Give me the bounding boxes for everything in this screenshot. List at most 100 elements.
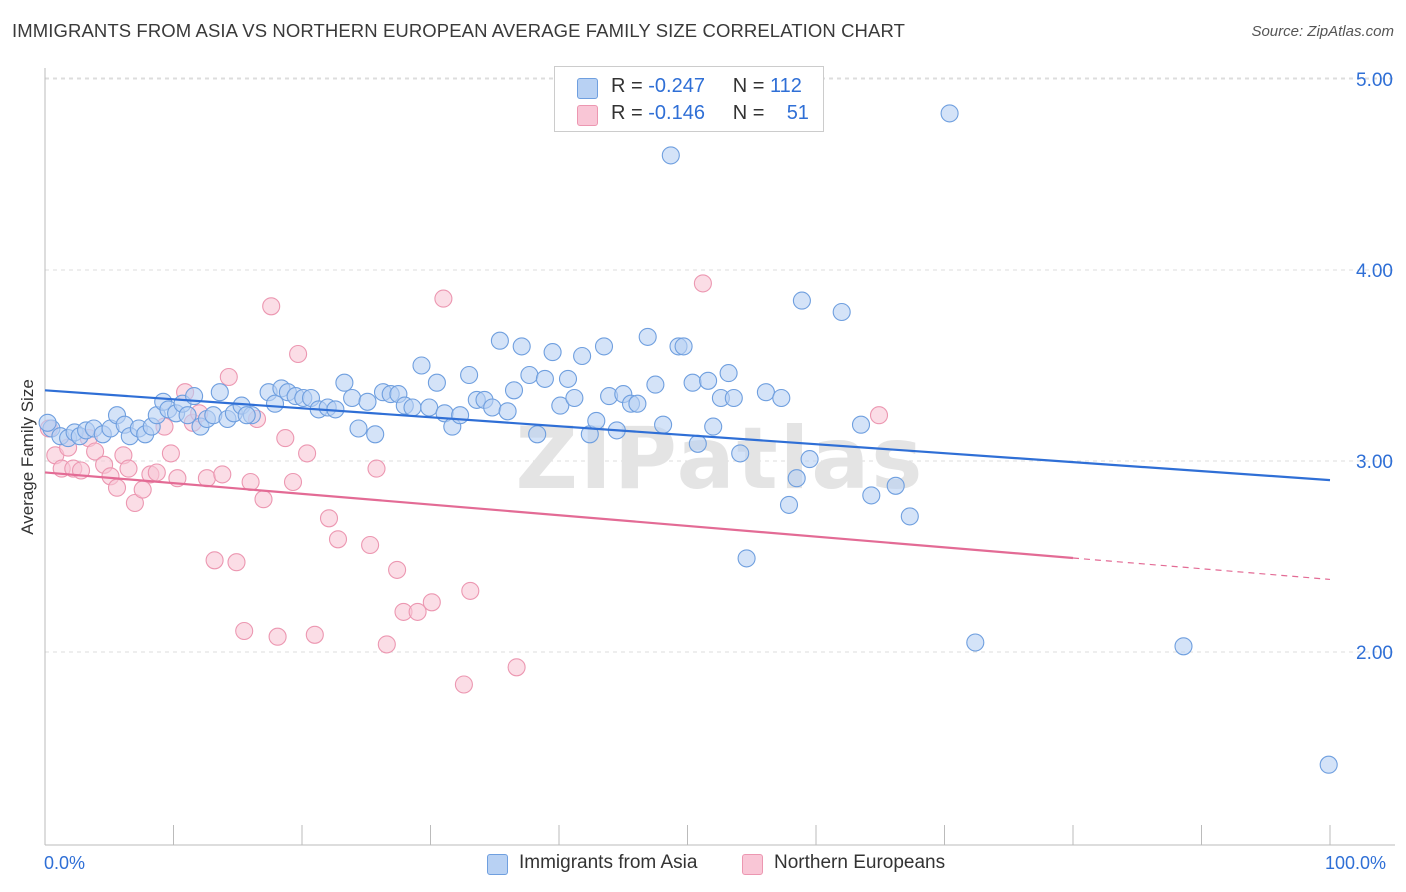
asia-point-104 [862, 486, 881, 505]
y-tick-label-2: 4.00 [1356, 261, 1393, 282]
asia-point-105 [886, 476, 905, 495]
source-label: Source: ZipAtlas.com [1251, 23, 1394, 40]
asia-point-57 [460, 365, 479, 385]
euro-point-29 [241, 472, 260, 492]
euro-point-27 [227, 553, 246, 572]
bottom-euro-swatch [742, 854, 763, 875]
euro-point-41 [361, 535, 380, 555]
asia-point-25 [210, 383, 229, 402]
correlation-legend: R = -0.247 N = 112 R = -0.146 N = 51 [554, 66, 824, 132]
asia-point-81 [638, 327, 657, 346]
asia-point-107 [940, 104, 959, 123]
asia-point-75 [594, 337, 614, 356]
asia-point-82 [646, 375, 665, 394]
asia-point-103 [851, 415, 871, 434]
euro-r-label: R = [611, 102, 643, 124]
asia-point-99 [787, 469, 806, 488]
asia-point-20 [178, 406, 197, 425]
asia-point-60 [483, 398, 502, 417]
euro-point-31 [254, 490, 273, 509]
euro-point-33 [268, 627, 287, 646]
asia-point-62 [498, 402, 517, 421]
euro-point-43 [377, 635, 396, 654]
euro-point-13 [125, 493, 144, 513]
bottom-asia-label: Immigrants from Asia [519, 852, 698, 873]
euro-point-52 [693, 274, 712, 293]
asia-trend-line [44, 389, 1331, 482]
asia-point-97 [772, 388, 791, 408]
y-tick-label-1: 3.00 [1356, 452, 1393, 473]
asia-n-label: N = [732, 75, 765, 97]
asia-point-86 [674, 337, 693, 356]
asia-point-102 [832, 302, 851, 322]
euro-trend-line-extension [1072, 557, 1331, 581]
asia-swatch [577, 78, 598, 99]
asia-point-88 [688, 434, 707, 453]
x-tick-label-max: 100.0% [1325, 853, 1387, 873]
legend-euro-text: R = -0.146 N = 51 [611, 102, 809, 125]
asia-point-41 [335, 373, 354, 392]
y-tick-labels: 2.00 3.00 4.00 5.00 [1356, 70, 1393, 664]
asia-r-value: -0.247 [648, 75, 705, 97]
asia-point-70 [558, 369, 578, 388]
euro-swatch [577, 105, 598, 126]
asia-point-50 [403, 398, 422, 417]
euro-point-48 [434, 289, 453, 308]
asia-point-63 [504, 381, 524, 400]
legend-asia-text: R = -0.247 N = 112 [611, 75, 802, 98]
chart-title: IMMIGRANTS FROM ASIA VS NORTHERN EUROPEA… [12, 20, 905, 41]
asia-point-68 [543, 343, 562, 362]
asia-point-51 [412, 356, 431, 375]
asia-point-30 [237, 406, 256, 425]
euro-point-7 [86, 442, 105, 461]
euro-point-24 [205, 551, 224, 570]
euro-point-16 [147, 463, 166, 482]
euro-r-value: -0.146 [648, 102, 705, 124]
euro-point-40 [328, 530, 348, 549]
euro-point-26 [219, 367, 238, 387]
asia-point-67 [535, 369, 554, 388]
asia-point-98 [779, 495, 799, 514]
asia-point-71 [565, 388, 584, 408]
asia-point-44 [358, 392, 377, 411]
euro-point-53 [869, 406, 889, 425]
asia-point-111 [38, 413, 57, 432]
euro-point-36 [289, 344, 308, 364]
euro-point-46 [408, 602, 427, 621]
euro-point-12 [119, 459, 138, 478]
immigrants-from-asia-series [38, 104, 1338, 774]
asia-point-92 [719, 364, 738, 383]
euro-point-28 [235, 621, 254, 641]
euro-point-39 [319, 509, 339, 528]
grid-lines [45, 77, 1395, 653]
asia-point-83 [654, 415, 673, 434]
asia-point-32 [265, 394, 285, 413]
asia-point-43 [349, 419, 368, 438]
asia-point-42 [343, 388, 362, 408]
asia-point-52 [420, 398, 439, 417]
asia-point-108 [966, 633, 985, 652]
euro-point-38 [305, 625, 324, 644]
asia-point-80 [628, 394, 647, 413]
euro-point-25 [213, 465, 232, 484]
trend-lines [44, 389, 1331, 581]
bottom-euro-label: Northern Europeans [774, 852, 946, 873]
asia-point-87 [683, 373, 702, 392]
asia-point-45 [366, 425, 385, 444]
asia-point-64 [512, 337, 531, 356]
asia-n-value: 112 [770, 75, 802, 97]
y-tick-label-0: 2.00 [1356, 643, 1393, 664]
euro-point-34 [276, 429, 295, 448]
asia-point-69 [551, 396, 570, 415]
euro-point-49 [454, 675, 473, 694]
asia-point-93 [724, 388, 743, 408]
euro-point-44 [388, 560, 407, 579]
euro-point-23 [197, 469, 216, 488]
asia-point-65 [520, 365, 539, 385]
asia-r-label: R = [611, 75, 643, 97]
asia-point-100 [792, 291, 811, 310]
asia-point-96 [756, 383, 775, 402]
axes [44, 68, 1395, 846]
euro-point-37 [298, 444, 317, 463]
asia-point-84 [661, 146, 680, 165]
